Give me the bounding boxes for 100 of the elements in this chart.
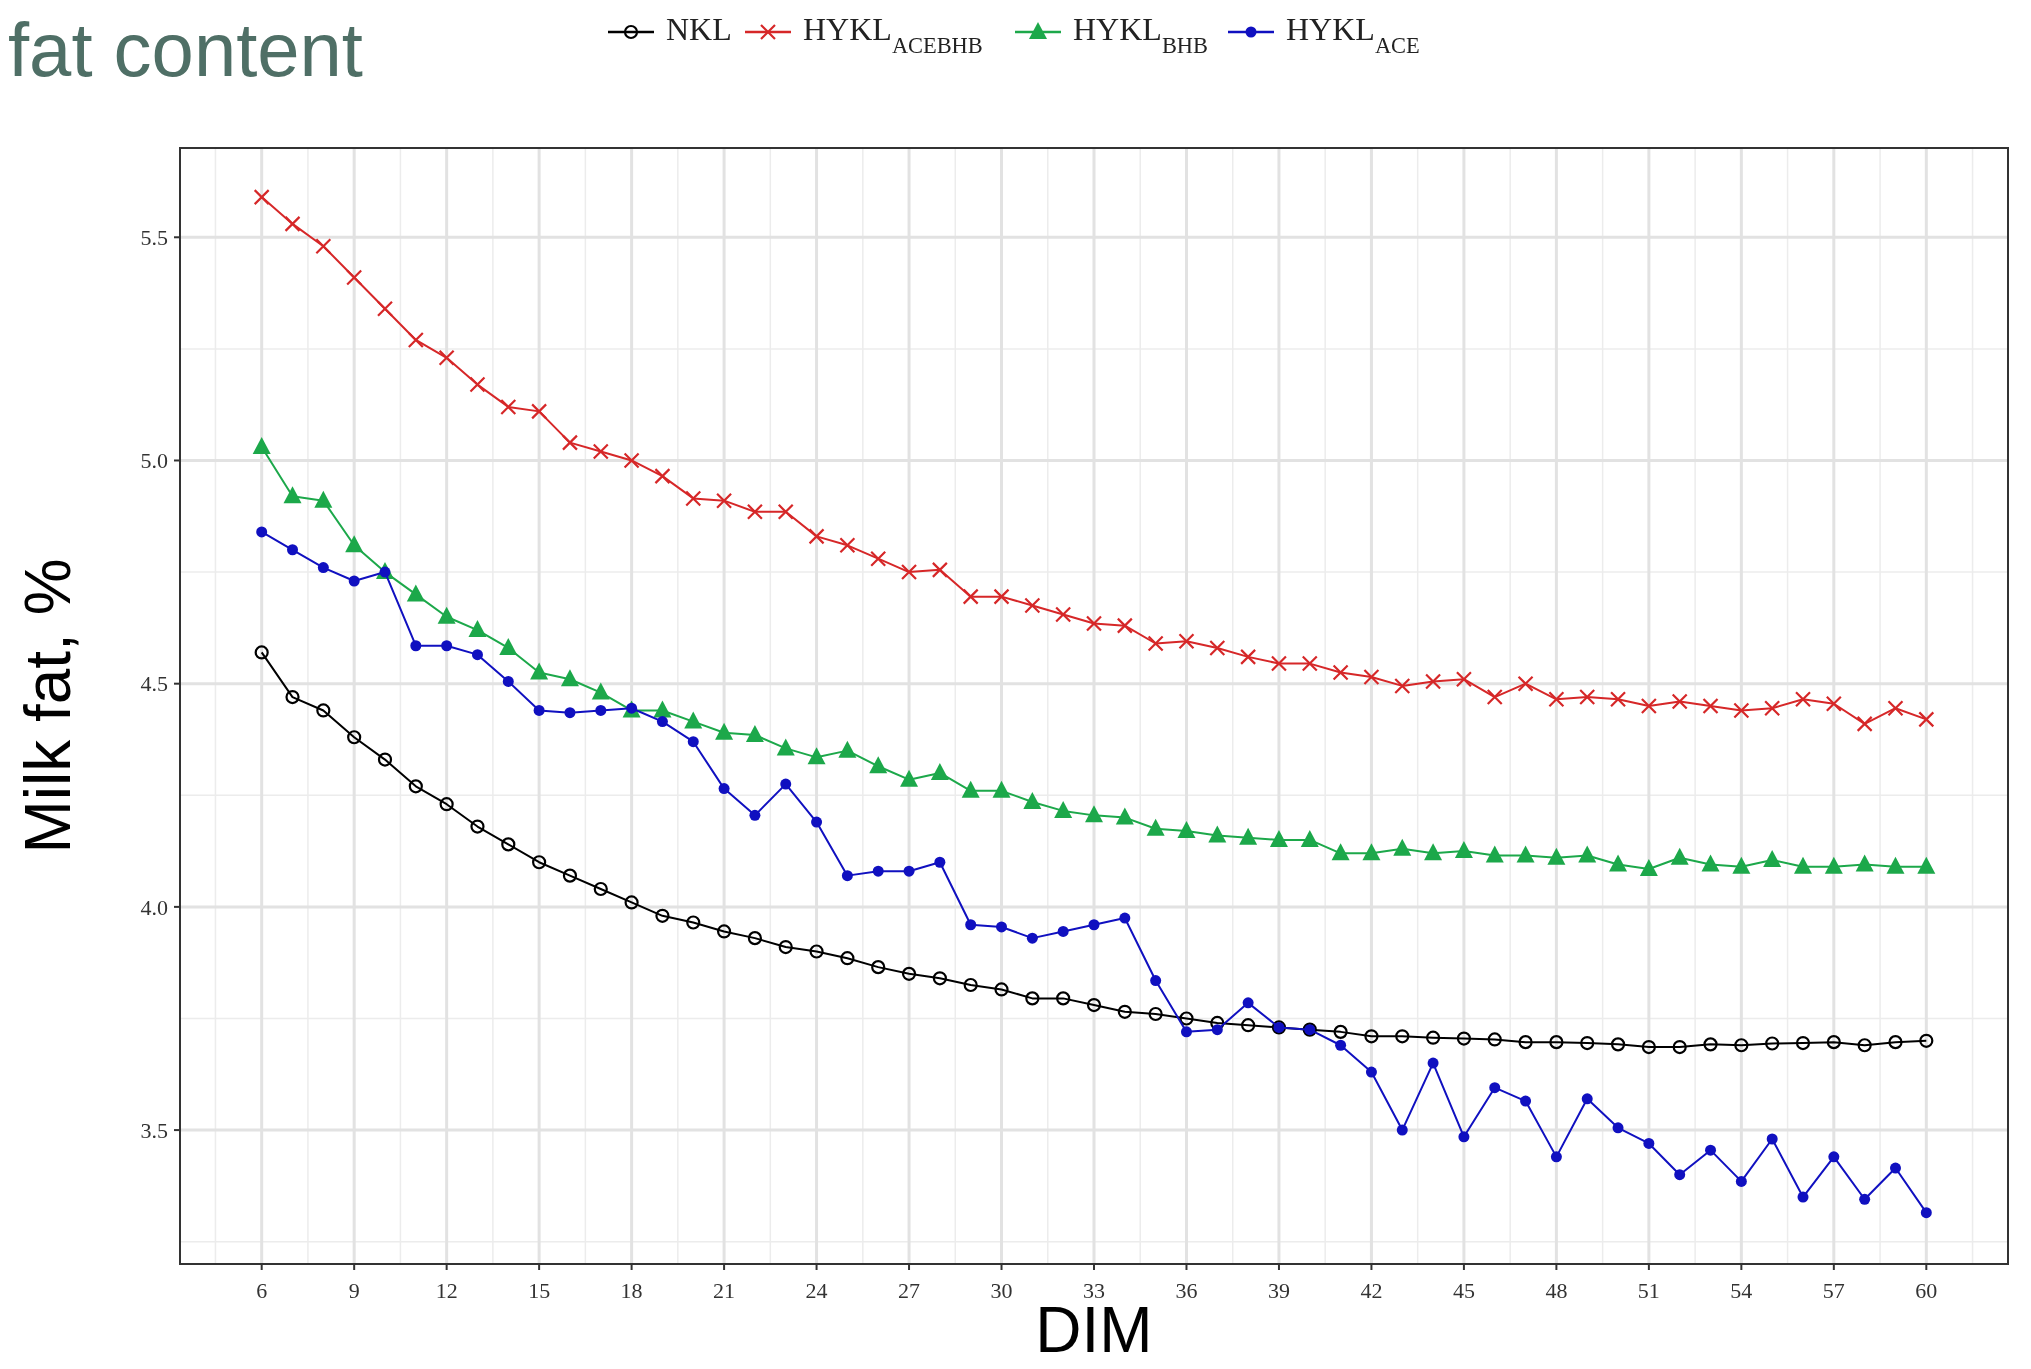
- point: [592, 443, 609, 460]
- point: [348, 575, 360, 587]
- point: [1365, 1066, 1377, 1078]
- point: [499, 637, 518, 655]
- point: [346, 269, 363, 286]
- point: [777, 503, 794, 520]
- point: [1581, 1093, 1593, 1105]
- point: [1085, 615, 1103, 632]
- point: [471, 649, 483, 661]
- point: [1427, 1057, 1439, 1069]
- chart-title: fat content: [8, 7, 363, 92]
- point: [1148, 1006, 1163, 1022]
- x-tick-label: 27: [898, 1278, 921, 1303]
- point: [1086, 997, 1102, 1013]
- point: [776, 738, 795, 756]
- point: [1578, 845, 1597, 863]
- point: [1211, 1024, 1223, 1036]
- point: [1828, 1151, 1840, 1163]
- point: [1735, 1175, 1747, 1187]
- point: [1242, 997, 1254, 1009]
- point: [965, 919, 977, 931]
- point: [314, 490, 333, 508]
- point: [656, 716, 668, 728]
- point: [564, 707, 576, 719]
- point: [502, 675, 514, 687]
- point: [1146, 818, 1165, 836]
- point: [745, 725, 764, 743]
- point: [252, 437, 271, 455]
- point: [1301, 655, 1318, 672]
- point: [593, 881, 608, 897]
- y-axis-title: Milk fat, %: [12, 558, 84, 854]
- point: [1119, 912, 1131, 924]
- point: [900, 769, 919, 787]
- point: [531, 403, 548, 420]
- point: [715, 722, 734, 740]
- y-tick-label: 4.5: [140, 671, 168, 697]
- point: [1177, 820, 1196, 838]
- point: [1489, 1082, 1501, 1094]
- point: [901, 966, 917, 981]
- point: [439, 797, 454, 812]
- point: [347, 730, 362, 745]
- point: [345, 535, 364, 553]
- x-tick-label: 6: [256, 1278, 268, 1303]
- point: [284, 215, 301, 232]
- point: [1917, 856, 1936, 874]
- point: [1396, 1124, 1408, 1136]
- point: [1795, 1035, 1811, 1051]
- point: [715, 492, 733, 509]
- point: [1518, 1035, 1533, 1050]
- point: [1335, 1039, 1347, 1051]
- point: [377, 752, 393, 767]
- point: [1147, 635, 1164, 652]
- x-tick-label: 51: [1637, 1278, 1660, 1303]
- point: [1458, 1131, 1470, 1143]
- x-tick-label: 9: [348, 1278, 360, 1303]
- point: [870, 550, 887, 567]
- point: [1085, 805, 1103, 823]
- point: [1332, 664, 1349, 681]
- point: [470, 819, 485, 834]
- point: [1549, 1035, 1564, 1050]
- point: [1240, 648, 1257, 665]
- x-tick-label: 39: [1267, 1278, 1290, 1303]
- point: [1485, 845, 1504, 863]
- point: [1054, 800, 1073, 818]
- point: [591, 682, 610, 700]
- point: [1150, 975, 1162, 987]
- point: [407, 331, 424, 349]
- y-tick-label: 5.0: [140, 448, 168, 474]
- point: [256, 526, 268, 538]
- point: [654, 468, 671, 485]
- point: [287, 544, 299, 556]
- point: [254, 645, 269, 660]
- point: [1023, 791, 1042, 809]
- point: [1055, 606, 1072, 623]
- point: [1641, 1039, 1656, 1055]
- point: [1454, 841, 1473, 859]
- point: [1520, 1095, 1532, 1107]
- point: [1456, 1031, 1472, 1046]
- point: [996, 921, 1008, 933]
- point: [1579, 688, 1596, 706]
- point: [595, 704, 607, 716]
- point: [1733, 702, 1750, 719]
- x-tick-label: 36: [1175, 1278, 1198, 1303]
- point: [283, 486, 302, 504]
- point: [1115, 807, 1134, 825]
- point: [1026, 932, 1038, 944]
- point: [532, 855, 547, 870]
- point: [1333, 1024, 1348, 1039]
- point: [934, 856, 946, 868]
- point: [1362, 843, 1381, 861]
- point: [687, 736, 699, 748]
- point: [410, 640, 422, 652]
- point: [1455, 671, 1473, 688]
- point: [1639, 858, 1658, 876]
- point: [1765, 1036, 1780, 1051]
- point: [1364, 1029, 1379, 1044]
- point: [1548, 691, 1565, 708]
- point: [560, 669, 579, 687]
- point: [1674, 1169, 1686, 1181]
- point: [1610, 1037, 1626, 1052]
